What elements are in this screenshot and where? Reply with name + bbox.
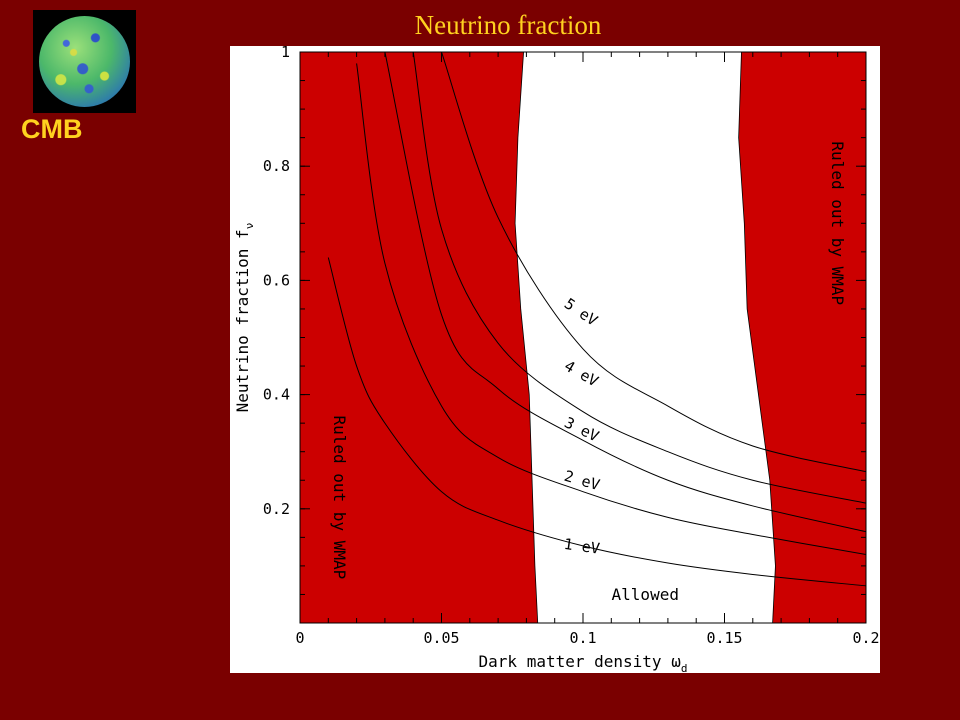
x-tick-label: 0.1: [569, 629, 596, 647]
y-tick-label: 0.8: [263, 157, 290, 175]
ruled-out-region-left: [300, 52, 539, 623]
region-label-left: Ruled out by WMAP: [330, 415, 349, 579]
curve-label: 5 eV: [561, 294, 601, 329]
cmb-label: CMB: [21, 114, 83, 144]
x-tick-label: 0: [295, 629, 304, 647]
curve-label: 1 eV: [563, 535, 601, 558]
curve-4-ev: [412, 52, 866, 504]
chart-panel: 0 0.05 0.1 0.15 0.2 0.2 0.4 0.6 0.8 1 Dark matter…: [230, 43, 880, 675]
slide-title: Neutrino fraction: [414, 10, 602, 40]
curve-2-ev: [356, 63, 866, 555]
y-tick-label: 0.6: [263, 271, 290, 289]
region-label-right: Ruled out by WMAP: [828, 141, 847, 305]
curve-5-ev: [441, 52, 866, 473]
curve-3-ev: [384, 52, 866, 533]
x-tick-label: 0.05: [423, 629, 459, 647]
curve-1-ev: [327, 257, 866, 587]
y-axis-label: Neutrino fraction fν: [233, 223, 256, 413]
cmb-sphere-image: [39, 16, 130, 107]
x-axis-label: Dark matter density ωd: [479, 652, 688, 673]
neutrino-fraction-chart: 0 0.05 0.1 0.15 0.2 0.2 0.4 0.6 0.8 1 Dark matter…: [233, 43, 880, 675]
x-tick-label: 0.15: [706, 629, 742, 647]
ruled-out-region-right: [738, 52, 866, 623]
curve-label: 3 eV: [561, 413, 601, 445]
allowed-label: Allowed: [612, 585, 679, 604]
curve-label: 2 eV: [562, 467, 602, 494]
y-tick-label: 0.2: [263, 500, 290, 518]
cmb-sky-image: [33, 10, 136, 113]
y-tick-label: 1: [281, 46, 290, 61]
x-tick-label: 0.2: [852, 629, 879, 647]
y-tick-label: 0.4: [263, 386, 290, 404]
